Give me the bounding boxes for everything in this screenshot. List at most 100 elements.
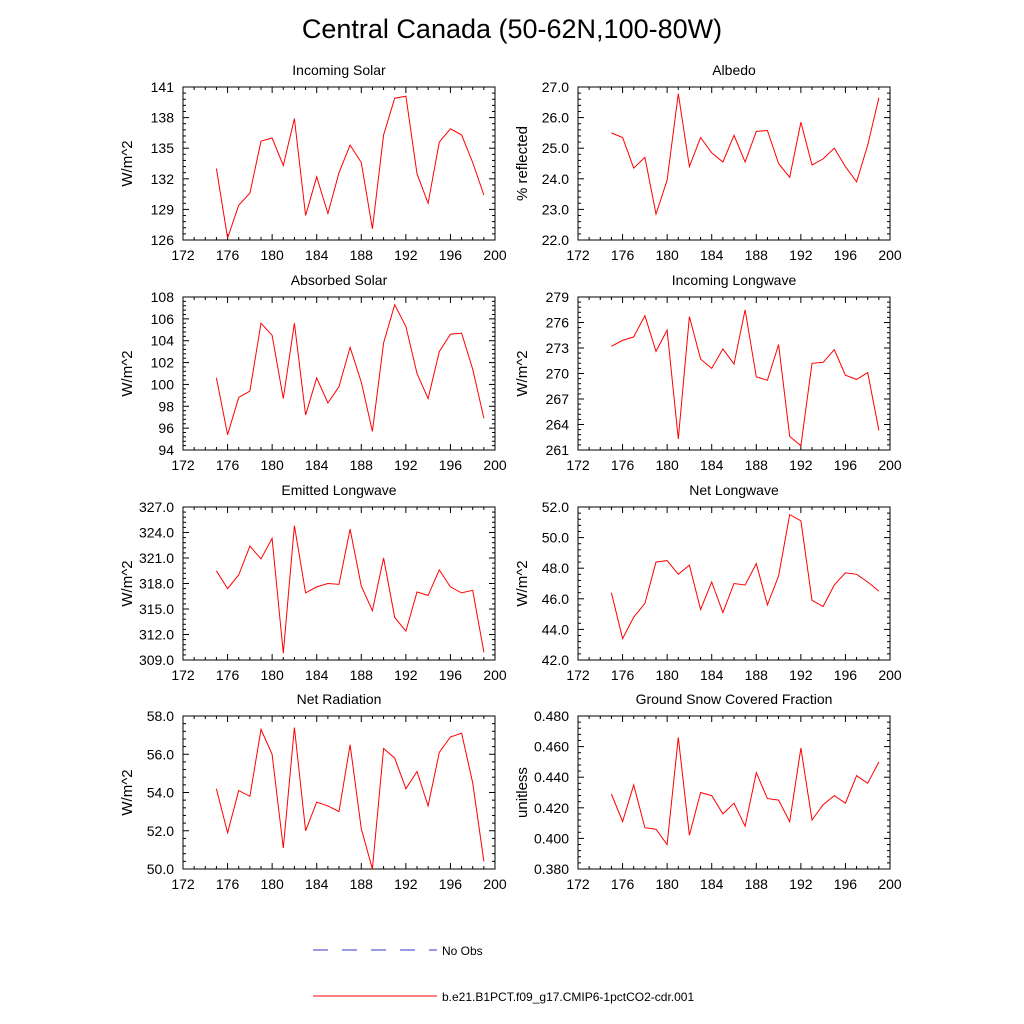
y-tick-label: 126 [151,232,175,248]
x-tick-label: 196 [439,667,463,683]
y-tick-label: 276 [546,315,570,331]
series-line [215,95,485,239]
y-tick-label: 141 [151,79,175,95]
x-tick-label: 188 [350,457,374,473]
y-tick-label: 108 [151,289,175,305]
x-tick-label: 184 [305,457,329,473]
page-title: Central Canada (50-62N,100-80W) [301,14,723,44]
y-tick-label: 315.0 [139,601,174,617]
panel-title: Net Radiation [297,691,382,707]
y-axis-label: W/m^2 [119,769,136,815]
series-line [610,513,880,641]
y-tick-label: 132 [151,171,175,187]
x-tick-label: 176 [611,457,635,473]
y-tick-label: 312.0 [139,627,174,643]
panel-title: Emitted Longwave [281,482,396,498]
y-tick-label: 0.460 [534,739,569,755]
series-line [215,525,485,654]
x-tick-label: 192 [394,876,418,892]
y-tick-label: 22.0 [542,232,569,248]
x-tick-label: 176 [611,247,635,263]
y-tick-label: 100 [151,376,175,392]
y-tick-label: 327.0 [139,499,174,515]
x-tick-label: 192 [789,247,813,263]
y-tick-label: 273 [546,340,570,356]
y-tick-label: 52.0 [542,499,569,515]
y-tick-label: 261 [546,442,570,458]
x-tick-label: 200 [878,247,902,263]
x-tick-label: 184 [700,667,724,683]
y-tick-label: 104 [151,333,175,349]
y-tick-label: 267 [546,391,570,407]
y-axis-label: % reflected [514,126,531,201]
panel-1: Albedo 172 176 180 184 188 192 196 200 22.0 23.0 24… [514,62,902,263]
x-tick-label: 188 [350,876,374,892]
y-tick-label: 48.0 [542,560,569,576]
y-tick-label: 318.0 [139,576,174,592]
panel-7: Ground Snow Covered Fraction 172 176 180 184… [514,691,902,892]
x-tick-label: 192 [394,247,418,263]
x-tick-label: 200 [483,876,507,892]
x-tick-label: 196 [834,247,858,263]
x-tick-label: 176 [216,667,240,683]
y-tick-label: 0.400 [534,830,569,846]
y-tick-label: 0.440 [534,769,569,785]
y-tick-label: 138 [151,110,175,126]
y-axis-label: W/m^2 [119,560,136,606]
y-tick-label: 46.0 [542,591,569,607]
y-tick-label: 129 [151,201,175,217]
x-tick-label: 188 [350,667,374,683]
x-tick-label: 200 [483,667,507,683]
y-tick-label: 24.0 [542,171,569,187]
x-tick-label: 180 [655,876,679,892]
x-tick-label: 172 [171,876,195,892]
y-tick-label: 264 [546,417,570,433]
x-tick-label: 176 [216,457,240,473]
panel-title: Incoming Solar [292,62,386,78]
y-tick-label: 96 [158,420,174,436]
panel-title: Net Longwave [689,482,779,498]
x-tick-label: 192 [789,667,813,683]
x-tick-label: 192 [789,457,813,473]
x-tick-label: 192 [394,667,418,683]
y-tick-label: 25.0 [542,140,569,156]
x-tick-label: 176 [216,876,240,892]
y-tick-label: 58.0 [147,708,174,724]
y-tick-label: 102 [151,355,175,371]
series-line [611,309,880,447]
x-tick-label: 180 [655,457,679,473]
y-tick-label: 23.0 [542,201,569,217]
x-tick-label: 196 [834,457,858,473]
x-tick-label: 172 [566,457,590,473]
y-tick-label: 27.0 [542,79,569,95]
x-tick-label: 172 [566,876,590,892]
y-tick-label: 135 [151,140,175,156]
x-tick-label: 180 [260,247,284,263]
x-tick-label: 196 [439,247,463,263]
x-tick-label: 188 [745,876,769,892]
x-tick-label: 176 [216,247,240,263]
plot-frame [182,715,496,870]
panel-5: Net Longwave 172 176 180 184 188 192 196 200 42.0… [514,482,902,683]
x-tick-label: 200 [483,247,507,263]
x-tick-label: 184 [700,876,724,892]
x-tick-label: 172 [171,457,195,473]
panel-title: Absorbed Solar [291,272,388,288]
x-tick-label: 196 [439,457,463,473]
x-tick-label: 176 [611,667,635,683]
y-tick-label: 309.0 [139,652,174,668]
panel-4: Emitted Longwave 172 176 180 184 188 192 196 200… [119,482,507,683]
x-tick-label: 200 [878,876,902,892]
y-tick-label: 270 [546,366,570,382]
y-tick-label: 0.380 [534,861,569,877]
y-tick-label: 50.0 [147,861,174,877]
x-tick-label: 184 [700,247,724,263]
x-tick-label: 200 [878,667,902,683]
panel-6: Net Radiation 172 176 180 184 188 192 196 200 50.… [119,691,507,892]
y-axis-label: W/m^2 [514,350,531,396]
x-tick-label: 180 [655,247,679,263]
panel-2: Absorbed Solar 172 176 180 184 188 192 196 200 94… [119,272,507,473]
x-tick-label: 188 [745,457,769,473]
y-tick-label: 26.0 [542,110,569,126]
y-tick-label: 0.420 [534,800,569,816]
